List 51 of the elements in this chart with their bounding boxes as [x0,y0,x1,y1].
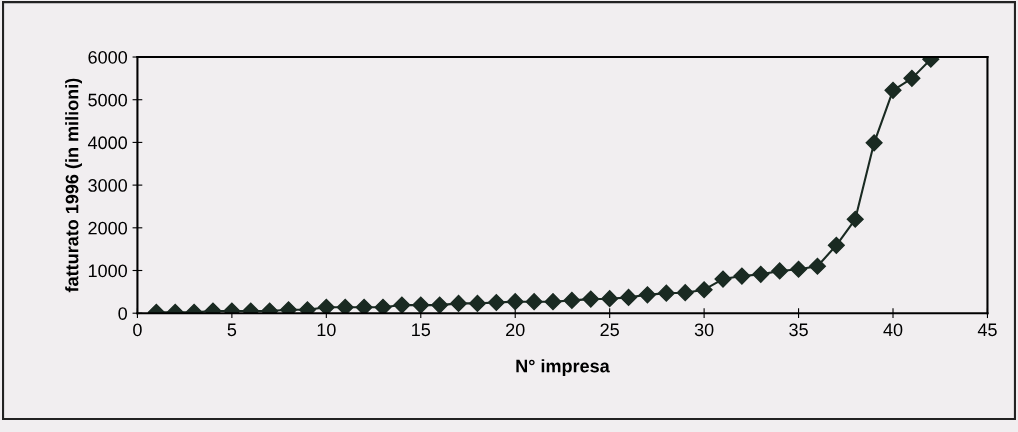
point [563,291,581,309]
point [525,293,543,311]
x-tick-label: 25 [600,323,619,337]
point [374,298,392,314]
y-axis-title: fatturato 1996 (in milioni) [65,78,82,293]
point [695,281,713,299]
y-tick-label: 2000 [88,221,128,235]
x-tick-label: 40 [883,323,903,337]
x-tick-label: 35 [789,323,808,337]
x-tick-label: 0 [133,323,142,337]
point [601,290,619,308]
point [450,294,468,312]
point [336,298,354,314]
x-axis-title: N° impresa [516,359,610,377]
point [808,257,827,275]
point [676,284,694,302]
point [544,293,562,311]
point [431,296,449,314]
x-tick-label: 15 [412,323,431,337]
y-tick-label: 4000 [87,136,128,150]
x-tick-label: 45 [977,323,997,337]
point [506,293,524,311]
x-tick-label: 5 [227,323,237,337]
y-tick-label: 6000 [88,50,128,64]
x-tick-label: 20 [506,323,525,337]
y-tick-label: 0 [118,307,127,320]
point [733,267,751,285]
point [657,284,675,302]
x-tick-label: 10 [317,323,336,337]
point [846,210,864,228]
point [903,69,921,87]
point [827,236,845,254]
y-tick-label: 5000 [88,93,128,107]
y-tick-label: 3000 [88,179,128,192]
point [865,134,883,152]
point [638,286,657,304]
point [752,265,770,283]
point [317,298,335,314]
point [355,298,373,314]
y-tick-label: 1000 [88,264,128,278]
point [790,260,808,278]
point [771,262,789,280]
point [714,270,732,288]
point [412,296,430,314]
point [468,294,486,312]
x-tick-label: 30 [694,323,714,337]
point [487,293,505,312]
point [393,296,411,314]
point [582,290,600,308]
point [620,288,638,306]
point [884,81,902,99]
